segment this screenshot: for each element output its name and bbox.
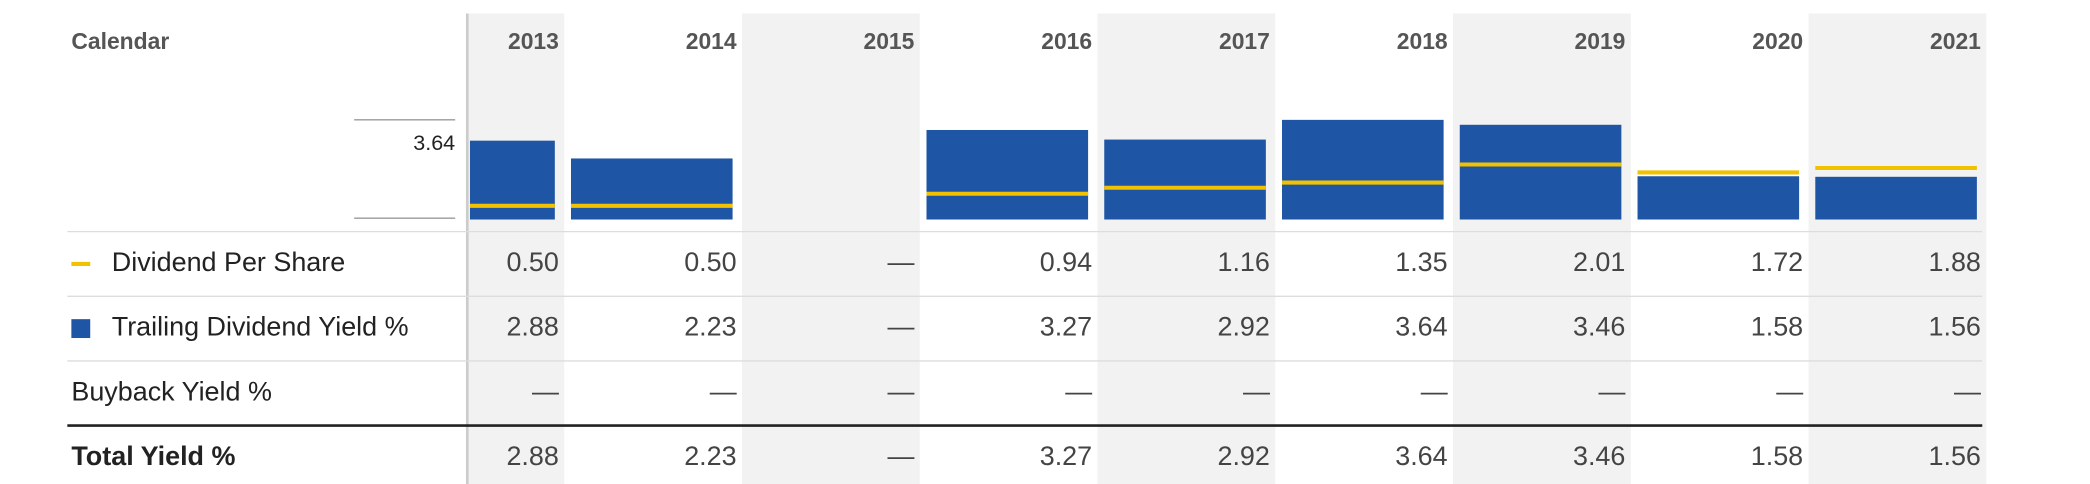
cell-value: 2.23 xyxy=(684,441,736,471)
row-label: Trailing Dividend Yield % xyxy=(112,312,409,342)
shaded-column xyxy=(1453,13,1631,484)
background xyxy=(467,13,1987,484)
cell-value: 2.23 xyxy=(684,312,736,342)
cell-value: 1.56 xyxy=(1929,441,1981,471)
bar xyxy=(570,158,733,220)
year-label: 2017 xyxy=(1219,28,1270,54)
shaded-column xyxy=(1097,13,1276,484)
cell-value: 2.01 xyxy=(1573,247,1625,277)
cell-value: 0.50 xyxy=(684,247,736,277)
cell-value: 3.64 xyxy=(1395,312,1447,342)
bar xyxy=(1815,176,1977,220)
year-label: 2019 xyxy=(1575,28,1626,54)
year-label: 2020 xyxy=(1752,28,1803,54)
cell-value: 1.35 xyxy=(1395,247,1447,277)
row-label: Dividend Per Share xyxy=(112,247,345,277)
cell-value: 2.88 xyxy=(506,441,558,471)
cell-value: — xyxy=(1598,376,1625,406)
cell-value: 1.16 xyxy=(1217,247,1269,277)
cell-value: 3.46 xyxy=(1573,441,1625,471)
cell-value: — xyxy=(1065,376,1092,406)
year-label: 2013 xyxy=(508,28,559,54)
y-tick-label: 3.64 xyxy=(413,131,455,155)
cell-value: 1.56 xyxy=(1929,312,1981,342)
shaded-column xyxy=(742,13,920,484)
shaded-column xyxy=(467,13,565,484)
year-label: 2018 xyxy=(1397,28,1448,54)
bar xyxy=(1282,119,1444,220)
cell-value: 2.92 xyxy=(1217,312,1269,342)
row-label: Buyback Yield % xyxy=(71,376,272,406)
bar xyxy=(926,129,1089,220)
cell-value: — xyxy=(1954,376,1981,406)
cell-value: 1.72 xyxy=(1751,247,1803,277)
cell-value: 3.64 xyxy=(1395,441,1447,471)
header-label: Calendar xyxy=(71,28,169,54)
cell-value: 1.58 xyxy=(1751,441,1803,471)
cell-value: — xyxy=(887,441,914,471)
year-label: 2016 xyxy=(1041,28,1092,54)
cell-value: 3.27 xyxy=(1040,441,1092,471)
cell-value: 2.88 xyxy=(506,312,558,342)
cell-value: 0.94 xyxy=(1040,247,1092,277)
cell-value: — xyxy=(532,376,559,406)
cell-value: 1.88 xyxy=(1929,247,1981,277)
cell-value: 1.58 xyxy=(1751,312,1803,342)
cell-value: — xyxy=(887,312,914,342)
year-label: 2014 xyxy=(686,28,737,54)
cell-value: 0.50 xyxy=(506,247,558,277)
cell-value: — xyxy=(887,376,914,406)
bar xyxy=(1104,139,1266,220)
cell-value: — xyxy=(1776,376,1803,406)
legend-marker xyxy=(71,319,91,339)
cell-value: — xyxy=(1421,376,1448,406)
year-label: 2021 xyxy=(1930,28,1981,54)
shaded-column xyxy=(1808,13,1987,484)
row-label: Total Yield % xyxy=(71,441,235,471)
cell-value: — xyxy=(710,376,737,406)
bar xyxy=(1637,176,1800,220)
year-label: 2015 xyxy=(863,28,914,54)
cell-value: 3.27 xyxy=(1040,312,1092,342)
cell-value: 2.92 xyxy=(1217,441,1269,471)
bar xyxy=(1459,124,1622,220)
cell-value: — xyxy=(1243,376,1270,406)
cell-value: 3.46 xyxy=(1573,312,1625,342)
cell-value: — xyxy=(887,247,914,277)
